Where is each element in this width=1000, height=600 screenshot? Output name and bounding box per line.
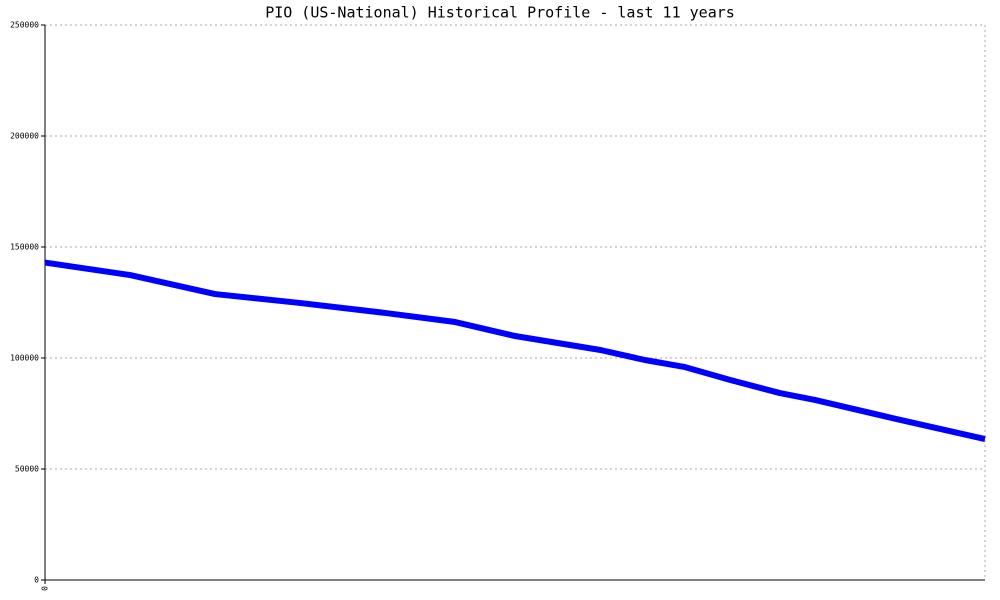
y-tick-label: 200000 [10, 132, 39, 141]
y-tick-label: 100000 [10, 354, 39, 363]
x-tick-label: 0 [41, 586, 50, 591]
y-tick-label: 0 [34, 576, 39, 585]
y-tick-label: 250000 [10, 21, 39, 30]
y-tick-label: 50000 [15, 465, 39, 474]
chart-title: PIO (US-National) Historical Profile - l… [265, 4, 735, 22]
data-line [44, 259, 986, 442]
y-tick-label: 150000 [10, 243, 39, 252]
